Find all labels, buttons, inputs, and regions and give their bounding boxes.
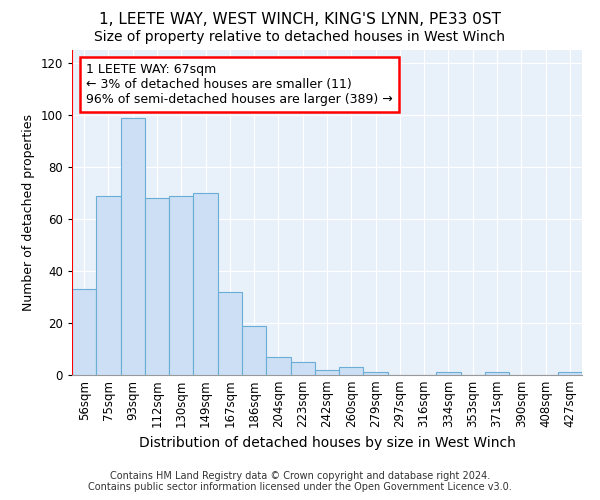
Bar: [121, 118, 145, 375]
Bar: [290, 362, 315, 375]
Bar: [558, 372, 582, 375]
Text: 1 LEETE WAY: 67sqm
← 3% of detached houses are smaller (11)
96% of semi-detached: 1 LEETE WAY: 67sqm ← 3% of detached hous…: [86, 63, 393, 106]
Bar: [364, 372, 388, 375]
Bar: [242, 326, 266, 375]
Bar: [339, 367, 364, 375]
Bar: [96, 196, 121, 375]
X-axis label: Distribution of detached houses by size in West Winch: Distribution of detached houses by size …: [139, 436, 515, 450]
Bar: [193, 193, 218, 375]
Bar: [145, 198, 169, 375]
Bar: [169, 196, 193, 375]
Bar: [266, 357, 290, 375]
Bar: [485, 372, 509, 375]
Bar: [218, 292, 242, 375]
Bar: [436, 372, 461, 375]
Text: Contains HM Land Registry data © Crown copyright and database right 2024.
Contai: Contains HM Land Registry data © Crown c…: [88, 471, 512, 492]
Y-axis label: Number of detached properties: Number of detached properties: [22, 114, 35, 311]
Bar: [315, 370, 339, 375]
Bar: [72, 289, 96, 375]
Text: Size of property relative to detached houses in West Winch: Size of property relative to detached ho…: [95, 30, 505, 44]
Text: 1, LEETE WAY, WEST WINCH, KING'S LYNN, PE33 0ST: 1, LEETE WAY, WEST WINCH, KING'S LYNN, P…: [99, 12, 501, 28]
